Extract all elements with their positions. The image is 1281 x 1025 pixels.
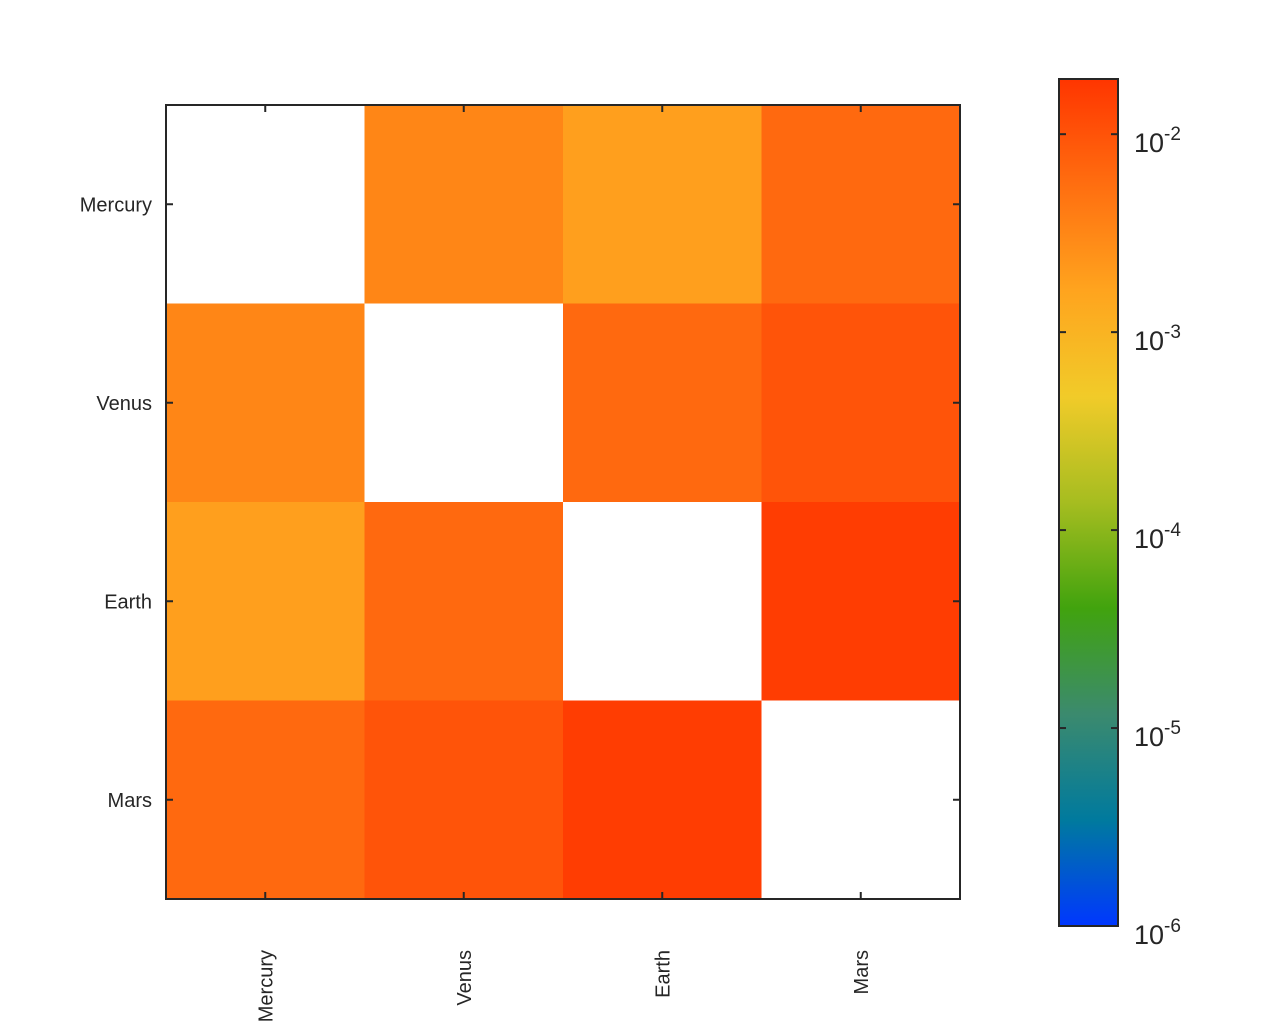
- heatmap-cell-mercury-mercury: [166, 105, 365, 304]
- y-axis-tick-labels: Mercury Venus Earth Mars: [80, 194, 152, 812]
- colorbar-tick-base: 10: [1134, 722, 1164, 752]
- heatmap-cell-mars-mars: [761, 700, 961, 900]
- heatmap-cell-venus-mercury: [166, 303, 365, 503]
- colorbar-tick-label: 10-6: [1134, 916, 1181, 950]
- axis-ticks: [166, 105, 960, 899]
- colorbar-frame: [1058, 78, 1119, 927]
- colorbar-ticks: [1059, 133, 1118, 927]
- x-tick-label: Venus: [454, 950, 476, 1006]
- colorbar: [1059, 79, 1118, 926]
- colorbar-tick-exponent: -2: [1164, 124, 1181, 145]
- heatmap-cell-earth-mars: [761, 502, 961, 701]
- heatmap-cell-earth-mercury: [166, 502, 365, 701]
- x-tick-label: Mars: [851, 950, 873, 994]
- y-tick-label: Venus: [96, 393, 152, 415]
- heatmap-cell-earth-earth: [563, 502, 762, 701]
- colorbar-tick-labels: 10-610-510-410-310-2: [1134, 124, 1181, 950]
- heatmap-cell-venus-venus: [364, 303, 564, 503]
- heatmap-cell-mars-mercury: [166, 700, 365, 900]
- colorbar-tick-exponent: -6: [1164, 916, 1181, 937]
- colorbar-tick-label: 10-4: [1134, 520, 1181, 554]
- colorbar-tick-base: 10: [1134, 524, 1164, 554]
- heatmap-cell-mercury-earth: [563, 105, 762, 304]
- colorbar-tick-label: 10-5: [1134, 718, 1181, 752]
- colorbar-tick-label: 10-3: [1134, 322, 1181, 356]
- heatmap-cell-earth-venus: [364, 502, 564, 701]
- heatmap-cell-venus-mars: [761, 303, 961, 503]
- heatmap-cell-mars-earth: [563, 700, 762, 900]
- heatmap-cell-mercury-venus: [364, 105, 564, 304]
- colorbar-tick-base: 10: [1134, 326, 1164, 356]
- colorbar-tick-exponent: -5: [1164, 718, 1181, 739]
- y-tick-label: Earth: [104, 591, 152, 613]
- colorbar-tick-label: 10-2: [1134, 124, 1181, 158]
- heatmap-cell-mars-venus: [364, 700, 564, 900]
- colorbar-tick-base: 10: [1134, 128, 1164, 158]
- heatmap-cell-venus-earth: [563, 303, 762, 503]
- heatmap-cell-mercury-mars: [761, 105, 961, 304]
- x-axis-tick-labels: Mercury Venus Earth Mars: [255, 950, 873, 1022]
- plot-frame: [165, 104, 961, 900]
- x-tick-label: Mercury: [255, 950, 277, 1022]
- colorbar-tick-exponent: -3: [1164, 322, 1181, 343]
- colorbar-tick-base: 10: [1134, 920, 1164, 950]
- colorbar-tick-exponent: -4: [1164, 520, 1181, 541]
- y-tick-label: Mars: [108, 790, 152, 812]
- heatmap-cells: [166, 105, 961, 900]
- y-tick-label: Mercury: [80, 194, 152, 216]
- x-tick-label: Earth: [652, 950, 674, 998]
